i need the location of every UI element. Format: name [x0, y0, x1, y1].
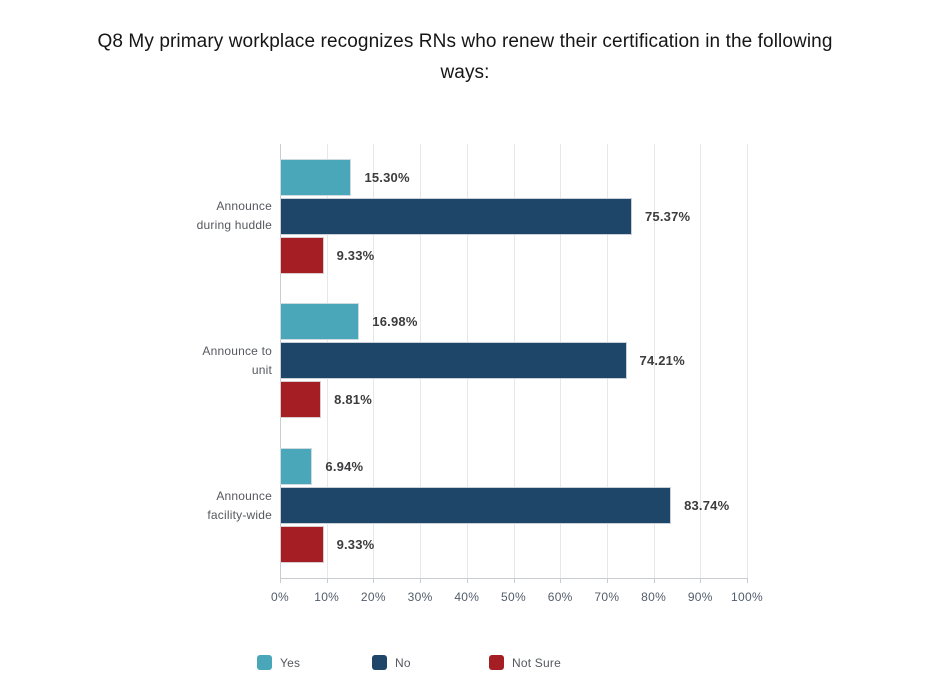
bar-row: 9.33%: [280, 526, 747, 564]
x-tick-mark: [700, 578, 702, 583]
x-tick-mark: [326, 578, 328, 583]
chart-title-line-1: Q8 My primary workplace recognizes RNs w…: [97, 31, 833, 52]
legend-item-no: No: [372, 655, 411, 670]
category-label: Announce to unit: [0, 289, 272, 434]
x-tick-mark: [373, 578, 375, 583]
bar-value-label: 8.81%: [334, 392, 373, 408]
gridline: [700, 144, 702, 578]
bar-group: 6.94% 83.74% 9.33%: [280, 433, 747, 578]
bar-row: 83.74%: [280, 487, 747, 525]
bar-group: 16.98% 74.21% 8.81%: [280, 289, 747, 434]
legend-label: Yes: [280, 655, 301, 670]
legend-label: No: [395, 655, 411, 670]
x-tick-label: 30%: [407, 590, 433, 604]
x-tick-mark: [653, 578, 655, 583]
bar-yes: [280, 158, 352, 196]
plot-area: 15.30% 75.37% 9.33% 16.98% 74.21% 8.81% 6.94% 8…: [280, 144, 748, 583]
category-label-line: facility-wide: [207, 507, 272, 522]
x-tick-mark: [747, 578, 748, 583]
x-tick-mark: [606, 578, 608, 583]
x-tick-label: 20%: [360, 590, 386, 604]
x-tick-label: 60%: [547, 590, 573, 604]
bar-no: [280, 487, 672, 525]
x-tick-label: 10%: [314, 590, 340, 604]
bar-row: 74.21%: [280, 342, 747, 380]
x-tick-mark: [466, 578, 468, 583]
bar-value-label: 9.33%: [336, 247, 375, 263]
legend-label: Not Sure: [512, 655, 561, 670]
legend-item-not-sure: Not Sure: [489, 655, 561, 670]
x-tick-label: 40%: [454, 590, 480, 604]
category-label-line: Announce: [216, 488, 272, 503]
category-label: Announce during huddle: [0, 144, 272, 289]
legend-swatch: [257, 655, 272, 670]
chart-title-line-2: ways:: [440, 62, 490, 83]
bar-not-sure: [280, 526, 324, 564]
bar-group: 15.30% 75.37% 9.33%: [280, 144, 747, 289]
bar-value-label: 9.33%: [336, 537, 375, 553]
x-tick-label: 90%: [687, 590, 713, 604]
bar-no: [280, 197, 632, 235]
category-label-line: during huddle: [196, 218, 272, 233]
gridline: [653, 144, 655, 578]
chart-title: Q8 My primary workplace recognizes RNs w…: [0, 26, 930, 88]
bar-value-label: 6.94%: [325, 459, 364, 475]
x-tick-label: 80%: [641, 590, 667, 604]
bar-row: 75.37%: [280, 197, 747, 235]
x-tick-label: 50%: [501, 590, 526, 604]
bar-row: 16.98%: [280, 303, 747, 341]
legend-swatch: [489, 655, 504, 670]
bar-not-sure: [280, 236, 324, 274]
bar-value-label: 75.37%: [644, 208, 691, 224]
x-tick-mark: [513, 578, 515, 583]
x-tick-mark: [280, 578, 281, 583]
x-tick-label: 70%: [594, 590, 620, 604]
x-tick-mark: [420, 578, 422, 583]
bar-value-label: 15.30%: [364, 169, 410, 185]
category-label: Announce facility-wide: [0, 433, 272, 578]
legend-swatch: [372, 655, 387, 670]
bar-row: 15.30%: [280, 158, 747, 196]
x-tick-mark: [560, 578, 562, 583]
category-label-line: Announce: [216, 199, 272, 214]
legend-item-yes: Yes: [257, 655, 300, 670]
bar-value-label: 16.98%: [372, 314, 418, 330]
category-label-line: unit: [251, 362, 272, 377]
x-tick-label: 0%: [271, 590, 289, 604]
bar-value-label: 74.21%: [639, 353, 685, 369]
category-label-line: Announce to: [202, 343, 272, 358]
bar-row: 6.94%: [280, 448, 747, 486]
bar-row: 9.33%: [280, 236, 747, 274]
bar-yes: [280, 448, 313, 486]
bar-not-sure: [280, 381, 322, 419]
x-tick-label: 100%: [731, 590, 763, 604]
gridline: [747, 144, 748, 578]
bar-yes: [280, 303, 360, 341]
bar-row: 8.81%: [280, 381, 747, 419]
bar-no: [280, 342, 627, 380]
bar-value-label: 83.74%: [684, 498, 730, 514]
